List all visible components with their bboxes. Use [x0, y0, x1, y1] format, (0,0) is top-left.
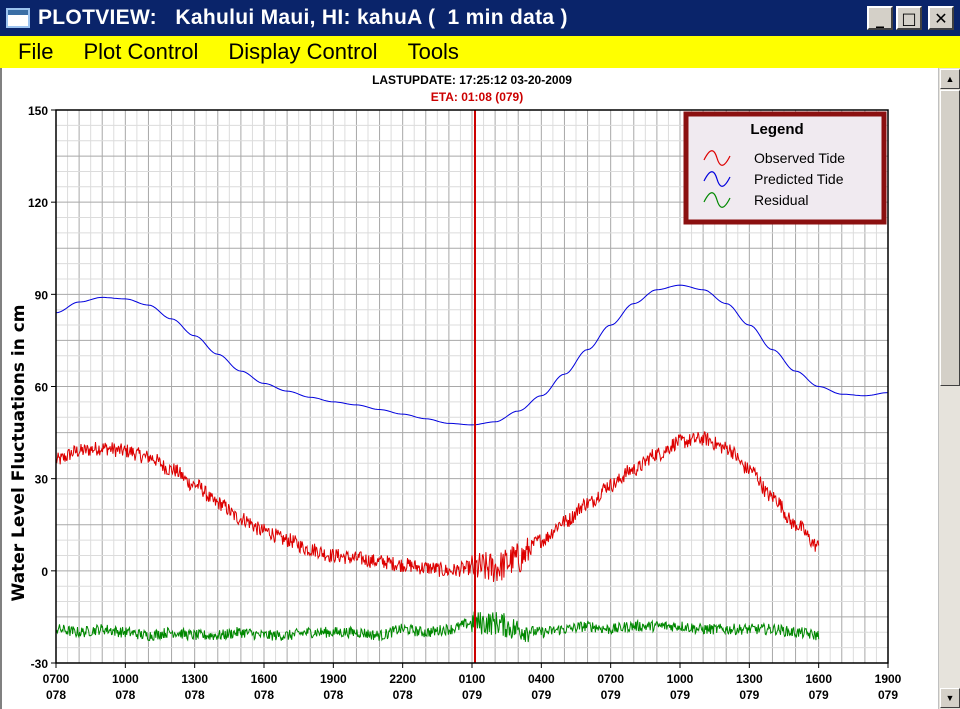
x-tick-day-label: 078 — [393, 688, 413, 702]
eta-text: ETA: 01:08 (079) — [431, 90, 523, 104]
menu-bar: File Plot Control Display Control Tools — [0, 36, 960, 68]
predicted-tide-line — [55, 284, 889, 426]
x-tick-time-label: 1900 — [875, 672, 902, 686]
scroll-thumb[interactable] — [940, 90, 960, 386]
y-tick-label: 0 — [41, 565, 48, 579]
legend-swatch — [703, 171, 731, 187]
window-title: PLOTVIEW: Kahului Maui, HI: kahuA ( 1 mi… — [38, 6, 568, 29]
y-tick-label: 60 — [35, 381, 49, 395]
x-tick-time-label: 1000 — [667, 672, 694, 686]
legend-entry-label: Residual — [754, 192, 808, 208]
y-tick-label: 30 — [35, 473, 49, 487]
x-tick-time-label: 0700 — [597, 672, 624, 686]
menu-plot-control[interactable]: Plot Control — [83, 39, 199, 64]
x-tick-day-label: 079 — [670, 688, 690, 702]
menu-file[interactable]: File — [18, 39, 54, 64]
scroll-up-button[interactable]: ▲ — [940, 69, 960, 89]
y-axis-label: Water Level Fluctuations in cm — [9, 304, 29, 601]
x-tick-day-label: 078 — [185, 688, 205, 702]
vertical-scrollbar[interactable]: ▲ ▼ — [938, 68, 960, 709]
x-tick-day-label: 078 — [46, 688, 66, 702]
arrow-up-icon: ▲ — [945, 74, 955, 84]
x-tick-day-label: 079 — [739, 688, 759, 702]
x-tick-time-label: 1600 — [251, 672, 278, 686]
x-tick-day-label: 079 — [462, 688, 482, 702]
x-tick-time-label: 1300 — [181, 672, 208, 686]
x-tick-time-label: 1000 — [112, 672, 139, 686]
x-tick-time-label: 1900 — [320, 672, 347, 686]
legend-swatch — [703, 150, 731, 166]
y-tick-label: 90 — [35, 288, 49, 302]
y-tick-label: -30 — [31, 657, 49, 671]
x-tick-day-label: 078 — [115, 688, 135, 702]
minimize-icon: _ — [876, 8, 884, 28]
x-tick-day-label: 079 — [878, 688, 898, 702]
x-tick-time-label: 1600 — [805, 672, 832, 686]
legend-entry-label: Observed Tide — [754, 150, 845, 166]
legend-title: Legend — [750, 121, 803, 138]
menu-tools[interactable]: Tools — [407, 39, 459, 64]
x-tick-time-label: 1300 — [736, 672, 763, 686]
x-tick-day-label: 078 — [323, 688, 343, 702]
observed-tide-line — [55, 431, 820, 582]
x-tick-time-label: 0700 — [43, 672, 70, 686]
maximize-icon: □ — [901, 8, 917, 28]
close-icon: ✕ — [934, 8, 948, 28]
title-bar: PLOTVIEW: Kahului Maui, HI: kahuA ( 1 mi… — [0, 0, 960, 36]
menu-display-control[interactable]: Display Control — [228, 39, 378, 64]
x-tick-day-label: 079 — [531, 688, 551, 702]
x-tick-time-label: 0400 — [528, 672, 555, 686]
residual-line — [55, 611, 820, 643]
close-button[interactable]: ✕ — [928, 6, 954, 30]
plot-area: LASTUPDATE: 17:25:12 03-20-2009 ETA: 01:… — [0, 68, 938, 709]
lastupdate-text: LASTUPDATE: 17:25:12 03-20-2009 — [372, 73, 572, 87]
window-controls: _ □ ✕ — [867, 6, 954, 30]
y-tick-label: 120 — [28, 196, 48, 210]
x-tick-day-label: 079 — [601, 688, 621, 702]
x-tick-time-label: 0100 — [459, 672, 486, 686]
maximize-button[interactable]: □ — [896, 6, 922, 30]
app-window-icon[interactable] — [6, 8, 30, 28]
minimize-button[interactable]: _ — [867, 6, 893, 30]
x-tick-day-label: 078 — [254, 688, 274, 702]
legend-entry-label: Predicted Tide — [754, 171, 844, 187]
x-tick-time-label: 2200 — [389, 672, 416, 686]
x-tick-day-label: 079 — [809, 688, 829, 702]
scroll-down-button[interactable]: ▼ — [940, 688, 960, 708]
legend-swatch — [703, 192, 731, 208]
arrow-down-icon: ▼ — [945, 693, 955, 703]
y-tick-label: 150 — [28, 104, 48, 118]
tide-chart: LASTUPDATE: 17:25:12 03-20-2009 ETA: 01:… — [9, 73, 902, 702]
